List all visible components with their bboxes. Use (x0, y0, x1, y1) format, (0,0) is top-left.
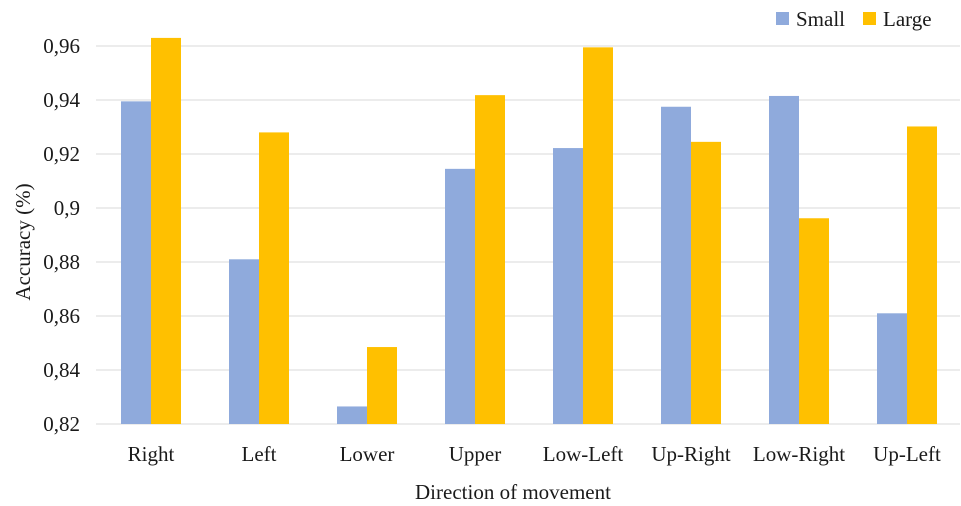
legend-label-small: Small (796, 7, 845, 31)
bars (121, 37, 937, 425)
y-tick-label: 0,88 (43, 250, 80, 274)
bar-small (661, 106, 691, 424)
bar-large (907, 126, 937, 425)
x-tick-label: Up-Right (651, 442, 731, 466)
bar-large (799, 218, 829, 424)
bar-large (583, 47, 613, 424)
bar-large (151, 37, 181, 425)
bar-large (367, 347, 397, 424)
legend-swatch-small (776, 12, 789, 25)
bar-small (337, 406, 367, 424)
legend-swatch-large (863, 12, 876, 25)
bar-small (445, 168, 475, 424)
y-tick-label: 0,84 (43, 358, 80, 382)
y-tick-label: 0,92 (43, 142, 80, 166)
bar-small (553, 148, 583, 424)
legend-label-large: Large (883, 7, 932, 31)
y-axis-title: Accuracy (%) (11, 183, 35, 300)
x-tick-label: Low-Left (543, 442, 624, 466)
y-tick-label: 0,9 (54, 196, 80, 220)
bar-large (259, 132, 289, 424)
bar-small (769, 95, 799, 424)
bar-large (475, 95, 505, 424)
y-tick-label: 0,82 (43, 412, 80, 436)
legend: Small Large (776, 7, 932, 31)
x-tick-label: Up-Left (873, 442, 941, 466)
x-tick-label: Right (128, 442, 175, 466)
gridlines (96, 45, 960, 425)
y-tick-label: 0,94 (43, 88, 80, 112)
bar-small (229, 259, 259, 424)
bar-large (691, 141, 721, 424)
x-tick-label: Left (242, 442, 277, 466)
bar-small (121, 101, 151, 424)
y-tick-label: 0,86 (43, 304, 80, 328)
x-tick-label: Lower (340, 442, 395, 466)
y-tick-label: 0,96 (43, 34, 80, 58)
x-axis-title: Direction of movement (415, 480, 611, 504)
x-axis-ticks: Right Left Lower Upper Low-Left Up-Right Low-R… (128, 442, 941, 466)
x-tick-label: Upper (449, 442, 501, 466)
bar-small (877, 313, 907, 424)
x-tick-label: Low-Right (753, 442, 845, 466)
y-axis-ticks: 0,82 0,84 0,86 0,88 0,9 0,92 0,94 0,96 (43, 34, 80, 436)
